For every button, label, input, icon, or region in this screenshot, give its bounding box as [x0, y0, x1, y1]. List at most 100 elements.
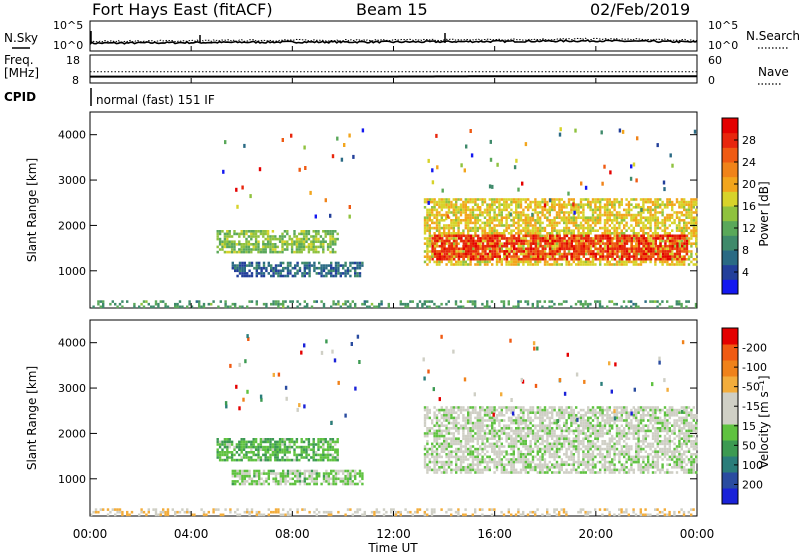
velocity-cell-r2 — [476, 440, 479, 443]
velocity-cell-r1 — [298, 472, 302, 475]
power-cell-r3 — [438, 234, 441, 238]
velocity-cell-r2 — [459, 406, 463, 409]
power-cell-r3 — [642, 257, 645, 261]
power-cell-r4 — [596, 300, 599, 303]
power-cell-r2 — [519, 224, 523, 227]
power-cell-r4 — [142, 300, 146, 303]
power-cell-r2 — [594, 219, 597, 222]
power-cell-r2 — [608, 250, 611, 253]
velocity-cell-r2 — [486, 463, 489, 466]
power-cell-r2 — [464, 206, 467, 209]
power-cell-r3 — [436, 239, 439, 243]
power-cell-r2 — [519, 198, 523, 201]
power-cell-r3 — [534, 239, 537, 243]
velocity-cell-r0 — [238, 440, 241, 444]
velocity-cell-r2 — [500, 463, 503, 466]
power-cell-r3 — [565, 252, 569, 256]
power-cell-r3 — [556, 247, 559, 251]
power-cell-r3 — [450, 244, 453, 248]
power-cell-r0 — [259, 250, 263, 254]
power-cell-r2 — [546, 234, 549, 238]
velocity-cell-r2 — [426, 427, 429, 430]
velocity-cell-r2 — [500, 427, 503, 430]
power-cell-r2 — [591, 213, 595, 217]
power-cell-r1 — [313, 269, 316, 273]
power-cell-r2 — [495, 213, 499, 217]
velocity-cell-r2 — [505, 450, 508, 453]
velocity-cell-r2 — [459, 455, 463, 459]
velocity-cell-r2 — [479, 421, 482, 425]
power-cell-r3 — [486, 252, 489, 256]
power-cell-r2 — [546, 224, 549, 227]
velocity-cell-r1 — [325, 474, 328, 478]
velocity-cell-r2 — [469, 463, 472, 466]
power-cell-r3 — [522, 255, 525, 258]
velocity-cell-r2 — [471, 408, 475, 412]
power-cell-r3 — [438, 252, 441, 256]
velocity-cell-r2 — [469, 450, 472, 453]
power-cell-r1 — [308, 274, 311, 278]
velocity-cell-r2 — [503, 414, 506, 417]
power-cell-r0 — [247, 250, 251, 254]
power-cell-r3 — [520, 257, 523, 261]
power-cell-r2 — [668, 219, 671, 222]
power-cell-r4 — [234, 305, 237, 309]
power-cell-r4 — [202, 305, 206, 309]
power-cell-r3 — [517, 239, 521, 243]
power-cell-r2 — [675, 224, 679, 227]
power-cell-r2 — [539, 200, 542, 204]
power-cell-r2 — [623, 224, 626, 227]
power-cell-r2 — [599, 206, 602, 209]
velocity-cell-r1 — [243, 482, 246, 486]
power-cell-r2 — [428, 242, 431, 245]
power-cell-r2 — [534, 208, 537, 212]
velocity-cell-r0 — [300, 445, 303, 449]
velocity-cell-r0 — [233, 458, 236, 462]
power-cell-r1 — [250, 272, 254, 275]
velocity-cell-r0 — [334, 451, 337, 454]
power-cell-r2 — [608, 198, 611, 201]
power-cell-r2 — [555, 224, 559, 227]
power-sparse-cell — [249, 194, 252, 199]
plot-title: Fort Hays East (fitACF) — [92, 0, 273, 19]
power-cell-r4 — [310, 305, 314, 309]
power-cell-r3 — [582, 242, 585, 245]
velocity-cell-r1 — [351, 469, 354, 473]
velocity-cell-r2 — [457, 450, 460, 453]
velocity-cell-r0 — [269, 456, 272, 459]
power-cell-r4 — [375, 305, 378, 309]
power-cell-r3 — [664, 250, 667, 253]
velocity-cell-r2 — [483, 458, 487, 461]
power-cell-r2 — [431, 226, 434, 230]
power-cell-r0 — [288, 243, 291, 246]
power-cell-r2 — [572, 208, 575, 212]
power-cell-r3 — [510, 255, 513, 258]
power-cell-r4 — [138, 305, 141, 309]
power-cell-r2 — [467, 263, 470, 266]
power-cell-r2 — [560, 263, 563, 266]
power-cell-r3 — [635, 237, 638, 240]
power-cell-r3 — [640, 242, 643, 245]
power-cell-r2 — [433, 260, 436, 264]
power-cell-r1 — [303, 261, 306, 265]
power-cell-r2 — [623, 213, 626, 217]
power-cell-r2 — [519, 229, 523, 232]
power-cell-r3 — [489, 257, 492, 261]
power-cell-r3 — [558, 250, 561, 253]
power-sparse-cell — [671, 163, 674, 168]
power-cell-r0 — [295, 250, 299, 254]
power-cell-r2 — [690, 213, 693, 217]
velocity-cell-r2 — [457, 432, 460, 435]
velocity-cell-r2 — [483, 453, 487, 456]
power-cell-r2 — [546, 263, 549, 266]
power-cell-r0 — [266, 235, 270, 238]
power-cell-r2 — [594, 224, 597, 227]
power-cell-r3 — [582, 252, 585, 256]
power-sparse-cell — [635, 178, 638, 183]
power-cell-r2 — [553, 229, 556, 232]
power-cell-r2 — [680, 226, 683, 230]
power-cell-r2 — [452, 245, 455, 248]
power-cell-r3 — [505, 255, 509, 258]
power-cell-r3 — [671, 255, 674, 258]
power-cell-r2 — [527, 232, 530, 235]
